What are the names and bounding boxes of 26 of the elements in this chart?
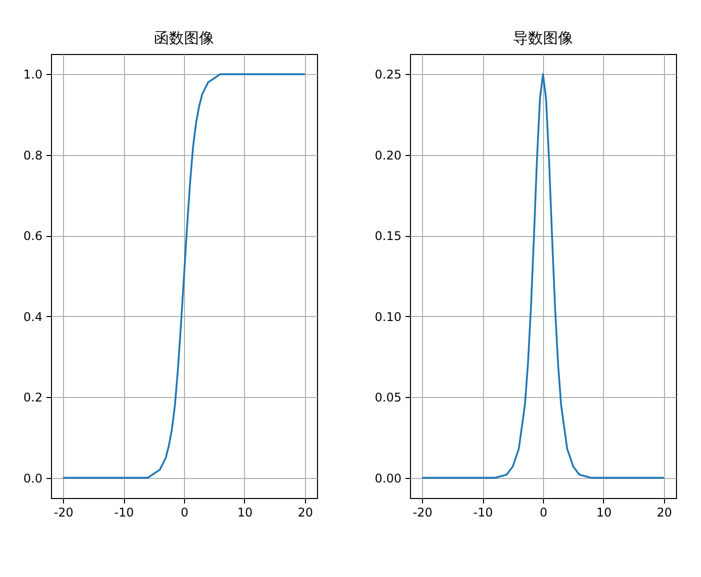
- chart-title: 导数图像: [513, 29, 573, 47]
- x-tick-label: 10: [596, 506, 612, 520]
- x-tick-label: 0: [540, 506, 548, 520]
- y-tick-label: 0.20: [374, 148, 402, 162]
- x-tick-label: -20: [54, 506, 74, 520]
- y-tick-label: 0.00: [374, 471, 402, 486]
- x-tick-label: 20: [298, 506, 314, 520]
- y-tick-label: 0.10: [374, 310, 402, 324]
- y-tick-label: 0.0: [23, 471, 42, 486]
- y-tick-label: 1.0: [23, 68, 42, 82]
- y-tick-label: 0.8: [23, 148, 42, 162]
- line-series: [62, 73, 306, 479]
- x-tick-label: 10: [237, 506, 253, 520]
- chart-title: 函数图像: [154, 29, 214, 47]
- y-tick-label: 0.05: [374, 390, 402, 405]
- x-tick-label: -10: [473, 506, 493, 520]
- y-tick-label: 0.15: [374, 229, 402, 244]
- y-tick-label: 0.4: [23, 310, 42, 324]
- x-tick-label: -20: [412, 506, 432, 520]
- y-tick-label: 0.25: [374, 68, 402, 82]
- x-tick-label: 0: [180, 506, 188, 520]
- y-tick-label: 0.6: [23, 229, 42, 244]
- y-tick-label: 0.2: [23, 390, 42, 405]
- line-series: [421, 73, 665, 479]
- x-tick-label: -10: [114, 506, 134, 520]
- x-tick-label: 20: [656, 506, 672, 520]
